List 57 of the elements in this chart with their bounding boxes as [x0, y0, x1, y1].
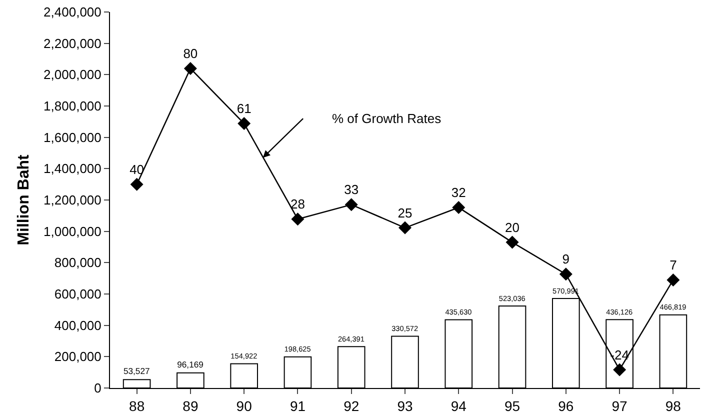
x-tick-label: 92 [344, 398, 360, 414]
point [344, 198, 358, 212]
data-label: 435,630 [445, 308, 472, 317]
y-tick-label: 800,000 [54, 255, 102, 270]
point [506, 236, 519, 249]
x-tick-label: 94 [450, 398, 467, 414]
point [559, 268, 572, 281]
point [238, 117, 251, 130]
data-label: 53,527 [123, 366, 150, 376]
data-label: 9 [562, 252, 570, 267]
data-label: 32 [451, 185, 466, 200]
data-label: 198,625 [284, 344, 311, 354]
x-tick-label: 91 [290, 398, 306, 414]
data-label: 25 [398, 205, 412, 220]
point [291, 212, 304, 226]
point [398, 221, 412, 234]
x-tick-label: 89 [182, 398, 198, 414]
y-tick-label: 2,400,000 [44, 4, 102, 20]
data-label: 330,572 [392, 324, 418, 334]
data-label: 20 [505, 220, 520, 235]
y-tick-label: 0 [94, 380, 102, 396]
y-tick-label: 1,000,000 [44, 224, 102, 239]
y-tick-label: 400,000 [54, 318, 102, 333]
annotation: % of Growth Rates [332, 111, 442, 126]
data-label: 154,922 [230, 352, 258, 361]
x-tick-label: 97 [612, 398, 628, 414]
x-tick-label: 93 [397, 398, 413, 414]
data-label: 61 [236, 101, 252, 116]
y-tick-label: 1,200,000 [44, 192, 102, 208]
data-label: -24 [610, 347, 629, 362]
x-tick-label: 95 [504, 398, 520, 414]
x-tick-label: 98 [665, 398, 682, 414]
x-tick-label: 90 [236, 398, 252, 414]
data-label: 33 [344, 182, 359, 198]
y-tick-label: 2,200,000 [44, 36, 102, 51]
data-label: 28 [290, 196, 305, 212]
point [130, 178, 144, 191]
x-tick-label: 96 [558, 398, 574, 414]
data-label: 80 [183, 46, 198, 61]
y-tick-label: 1,600,000 [44, 130, 102, 145]
y-tick-label: 600,000 [54, 286, 102, 302]
data-label: 96,169 [177, 359, 204, 370]
y-axis-title: Million Baht [15, 154, 32, 246]
data-label: 264,391 [338, 334, 364, 344]
y-tick-label: 200,000 [54, 349, 102, 364]
y-tick-label: 1,400,000 [44, 161, 102, 176]
data-label: 7 [670, 257, 677, 272]
data-label: 436,126 [606, 307, 633, 316]
x-tick-label: 88 [129, 398, 145, 414]
point [613, 363, 626, 376]
point [184, 62, 197, 75]
point [666, 273, 680, 286]
data-label: 523,036 [498, 294, 526, 303]
y-tick-label: 2,000,000 [44, 67, 102, 82]
data-label: 466,819 [660, 302, 686, 312]
y-tick-label: 1,800,000 [44, 98, 102, 114]
point [452, 201, 466, 214]
